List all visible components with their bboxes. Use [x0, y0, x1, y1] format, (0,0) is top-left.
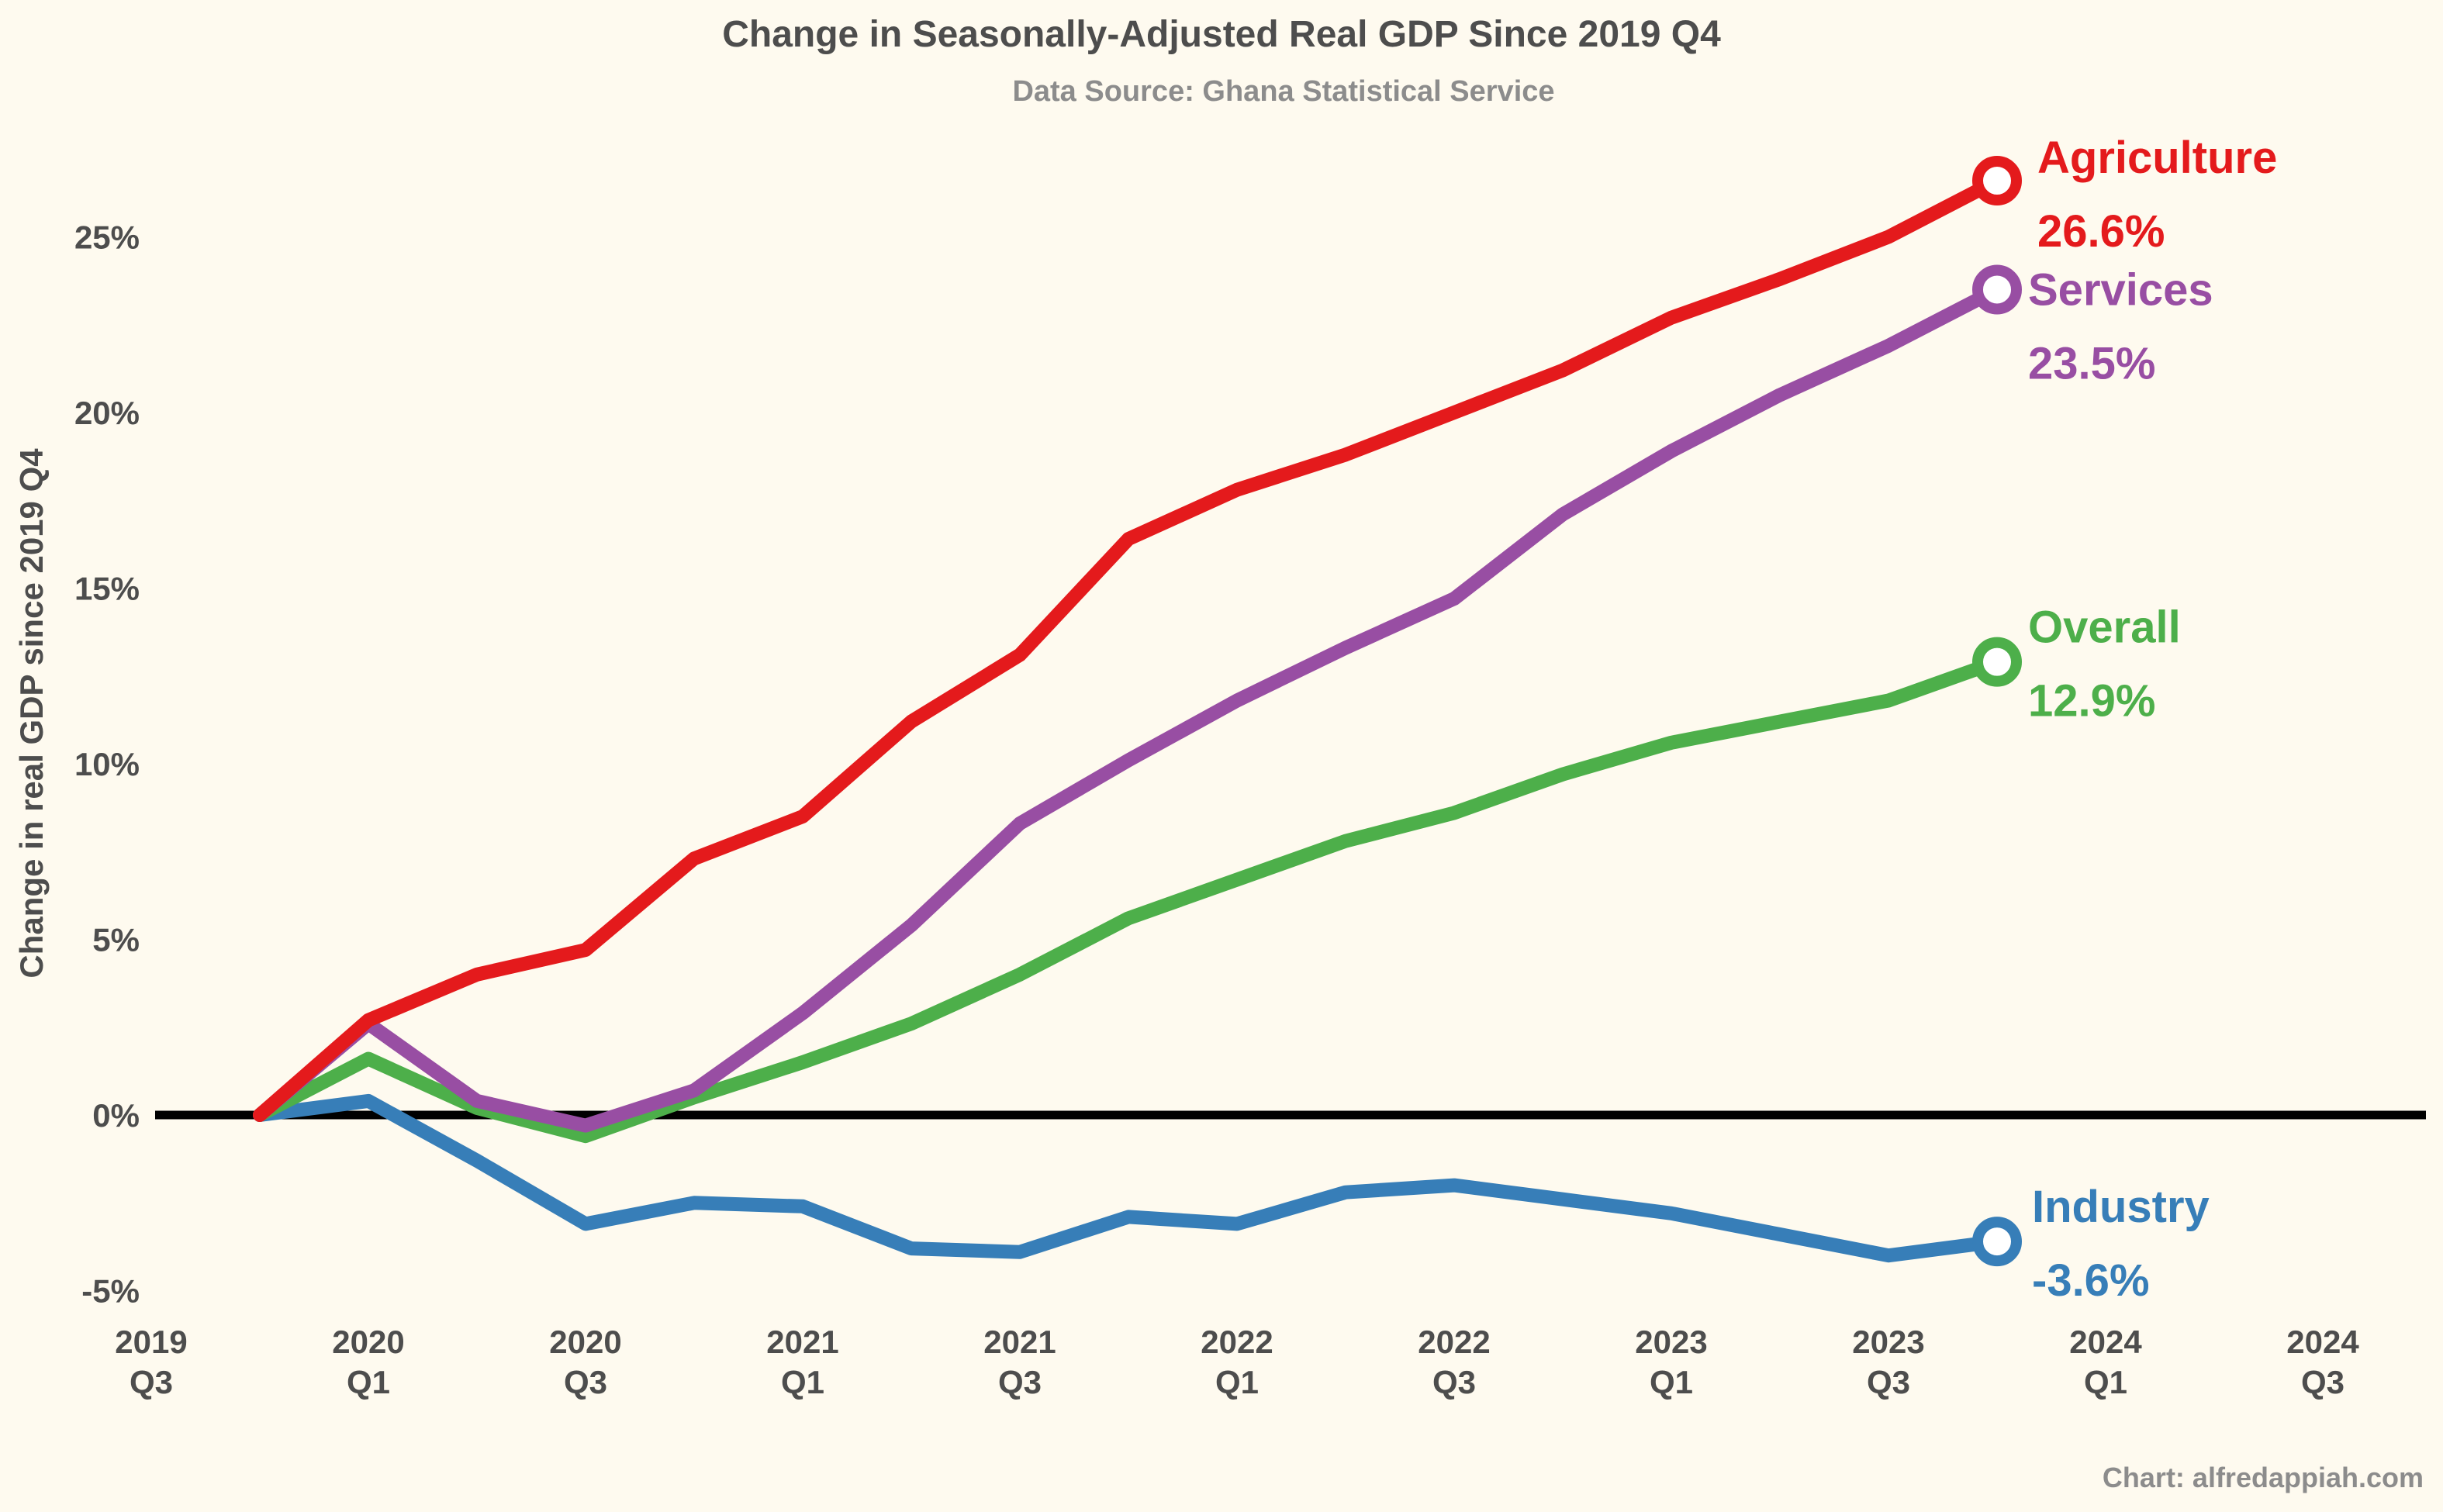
series-name-label: Overall	[2028, 602, 2181, 653]
y-tick-label: 20%	[74, 395, 140, 431]
end-marker-overall	[1972, 637, 2022, 687]
series-lines	[253, 174, 2004, 1263]
series-line-agriculture	[253, 174, 2004, 1122]
series-end-labels: Industry -3.6% Overall 12.9% Services 23.5% Ag…	[2028, 133, 2277, 1306]
x-tick-year: 2023	[1852, 1324, 1924, 1360]
x-tick-year: 2024	[2069, 1324, 2142, 1360]
end-marker-agriculture	[1972, 156, 2022, 206]
y-tick-label: 15%	[74, 571, 140, 607]
x-tick-quarter: Q3	[2301, 1364, 2345, 1400]
series-value-label: 12.9%	[2028, 676, 2155, 727]
x-tick-year: 2021	[983, 1324, 1056, 1360]
series-name-label: Industry	[2032, 1182, 2210, 1232]
y-tick-label: 10%	[74, 746, 140, 782]
series-line-industry	[253, 1093, 2004, 1263]
series-line-services	[253, 282, 2004, 1133]
y-tick-label: 25%	[74, 219, 140, 256]
x-tick-year: 2020	[549, 1324, 621, 1360]
series-name-label: Agriculture	[2037, 133, 2277, 183]
x-tick-year: 2019	[115, 1324, 187, 1360]
x-tick-quarter: Q3	[998, 1364, 1042, 1400]
x-tick-year: 2020	[332, 1324, 404, 1360]
x-tick-year: 2023	[1635, 1324, 1707, 1360]
end-marker-industry	[1972, 1217, 2022, 1267]
series-value-label: 26.6%	[2037, 206, 2165, 257]
x-tick-quarter: Q1	[1650, 1364, 1693, 1400]
end-marker-services	[1972, 264, 2022, 315]
x-tick-year: 2021	[766, 1324, 838, 1360]
x-tick-quarter: Q3	[564, 1364, 607, 1400]
y-tick-label: -5%	[81, 1273, 140, 1310]
chart-subtitle: Data Source: Ghana Statistical Service	[1012, 75, 1554, 108]
x-tick-quarter: Q1	[347, 1364, 390, 1400]
y-axis-ticks: -5% 0% 5% 10% 15% 20% 25%	[74, 219, 140, 1310]
series-name-label: Services	[2028, 264, 2213, 315]
x-tick-year: 2024	[2286, 1324, 2359, 1360]
y-axis-label: Change in real GDP since 2019 Q4	[13, 448, 50, 979]
series-value-label: 23.5%	[2028, 338, 2155, 388]
x-tick-quarter: Q3	[130, 1364, 173, 1400]
y-tick-label: 5%	[92, 922, 140, 958]
x-axis-ticks: 2019 Q3 2020 Q1 2020 Q3 2021 Q1 2021 Q3 2022 Q1 2022…	[115, 1324, 2359, 1400]
x-tick-year: 2022	[1418, 1324, 1490, 1360]
x-tick-quarter: Q3	[1432, 1364, 1476, 1400]
series-line-overall	[253, 654, 2004, 1144]
series-end-markers	[1972, 156, 2022, 1267]
x-tick-quarter: Q1	[781, 1364, 824, 1400]
chart-caption: Chart: alfredappiah.com	[2103, 1462, 2424, 1493]
series-value-label: -3.6%	[2032, 1255, 2150, 1306]
chart-title: Change in Seasonally-Adjusted Real GDP S…	[722, 14, 1721, 55]
y-tick-label: 0%	[92, 1097, 140, 1134]
x-tick-quarter: Q1	[2084, 1364, 2127, 1400]
x-tick-year: 2022	[1201, 1324, 1273, 1360]
x-tick-quarter: Q3	[1867, 1364, 1910, 1400]
x-tick-quarter: Q1	[1215, 1364, 1259, 1400]
